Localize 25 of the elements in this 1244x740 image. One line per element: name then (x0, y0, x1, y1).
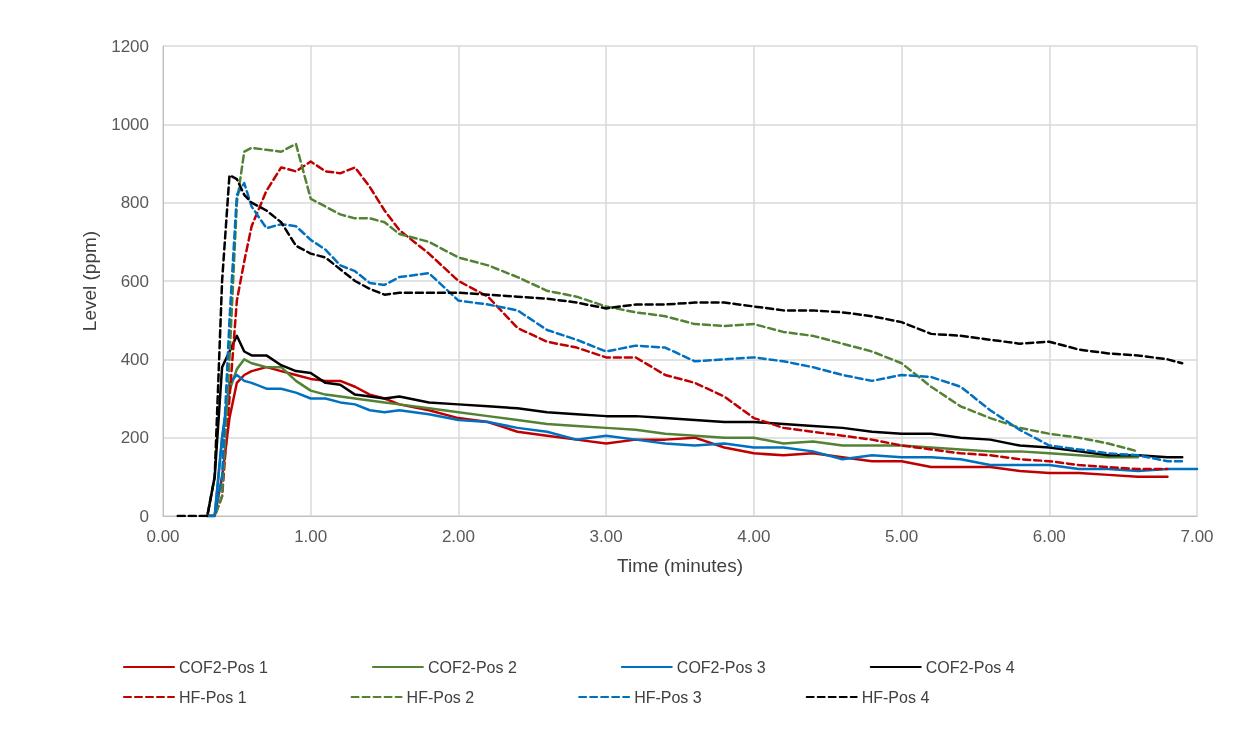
y-tick-label: 0 (139, 506, 149, 526)
y-tick-label: 800 (120, 193, 149, 213)
x-tick-label: 7.00 (1180, 527, 1214, 546)
x-tick-label: 1.00 (294, 527, 328, 546)
x-axis-title: Time (minutes) (617, 555, 743, 576)
legend-label: HF-Pos 1 (179, 688, 247, 706)
x-tick-label: 0.00 (146, 527, 180, 546)
y-tick-label: 600 (120, 271, 149, 291)
legend-label: COF2-Pos 3 (676, 658, 766, 676)
x-tick-label: 5.00 (885, 527, 919, 546)
legend-label: COF2-Pos 2 (427, 658, 517, 676)
x-tick-label: 3.00 (589, 527, 623, 546)
y-tick-label: 400 (120, 349, 149, 369)
x-tick-label: 2.00 (441, 527, 475, 546)
legend-label: COF2-Pos 4 (925, 658, 1015, 676)
y-axis-title: Level (ppm) (79, 230, 100, 332)
y-tick-label: 1200 (111, 36, 149, 56)
legend-label: HF-Pos 2 (406, 688, 475, 706)
legend-label: COF2-Pos 1 (179, 658, 269, 676)
y-tick-label: 200 (120, 428, 149, 448)
legend-label: HF-Pos 3 (634, 688, 702, 706)
legend-label: HF-Pos 4 (861, 688, 930, 706)
x-tick-label: 6.00 (1032, 527, 1066, 546)
y-tick-label: 1000 (111, 114, 149, 134)
x-tick-label: 4.00 (737, 527, 771, 546)
